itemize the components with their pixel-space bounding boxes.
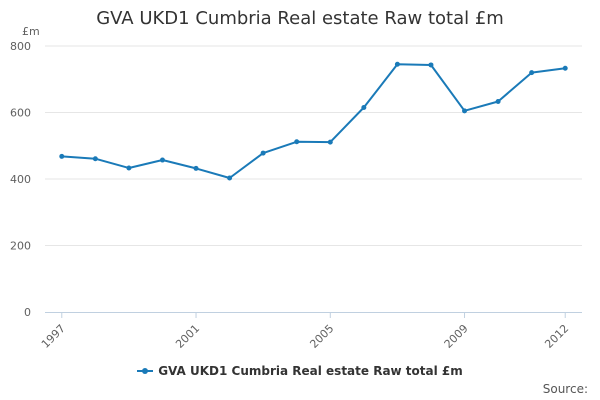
x-tick-label: 2001 — [173, 322, 202, 351]
y-tick-label: 800 — [10, 40, 31, 53]
data-point[interactable] — [327, 139, 333, 145]
data-point[interactable] — [260, 150, 266, 156]
data-point[interactable] — [59, 153, 65, 159]
x-tick-label: 2009 — [442, 322, 471, 351]
data-point[interactable] — [529, 70, 535, 76]
data-point[interactable] — [126, 165, 132, 171]
legend-label: GVA UKD1 Cumbria Real estate Raw total £… — [158, 364, 463, 378]
legend-marker-icon — [142, 367, 149, 374]
data-point[interactable] — [361, 105, 367, 111]
data-point[interactable] — [193, 165, 199, 171]
y-tick-label: 400 — [10, 173, 31, 186]
y-tick-label: 0 — [24, 306, 31, 319]
series — [59, 61, 568, 181]
y-tick-label: 200 — [10, 240, 31, 253]
x-tick-label: 1997 — [39, 322, 68, 351]
gridlines — [45, 45, 582, 246]
legend[interactable]: GVA UKD1 Cumbria Real estate Raw total £… — [0, 364, 600, 378]
series-line-0 — [61, 63, 566, 179]
source-label: Source: — [542, 382, 588, 396]
data-point[interactable] — [294, 139, 300, 145]
y-axis-unit-label: £m — [22, 25, 40, 38]
x-tick-labels: 1997 2001 2005 2009 2012 — [39, 322, 571, 351]
data-point[interactable] — [562, 65, 568, 71]
x-tick-label: 2005 — [307, 322, 336, 351]
axes — [45, 312, 582, 318]
data-point[interactable] — [428, 62, 434, 68]
data-point[interactable] — [394, 61, 400, 67]
data-point[interactable] — [495, 99, 501, 105]
legend-line-icon — [137, 367, 154, 374]
data-point[interactable] — [159, 157, 165, 163]
y-tick-labels: 0 200 400 600 800 — [10, 40, 31, 319]
y-tick-label: 600 — [10, 107, 31, 120]
x-tick-label: 2012 — [542, 322, 571, 351]
data-point[interactable] — [227, 175, 233, 181]
data-point[interactable] — [462, 108, 468, 114]
chart-title: GVA UKD1 Cumbria Real estate Raw total £… — [96, 8, 504, 29]
data-point[interactable] — [92, 156, 98, 162]
